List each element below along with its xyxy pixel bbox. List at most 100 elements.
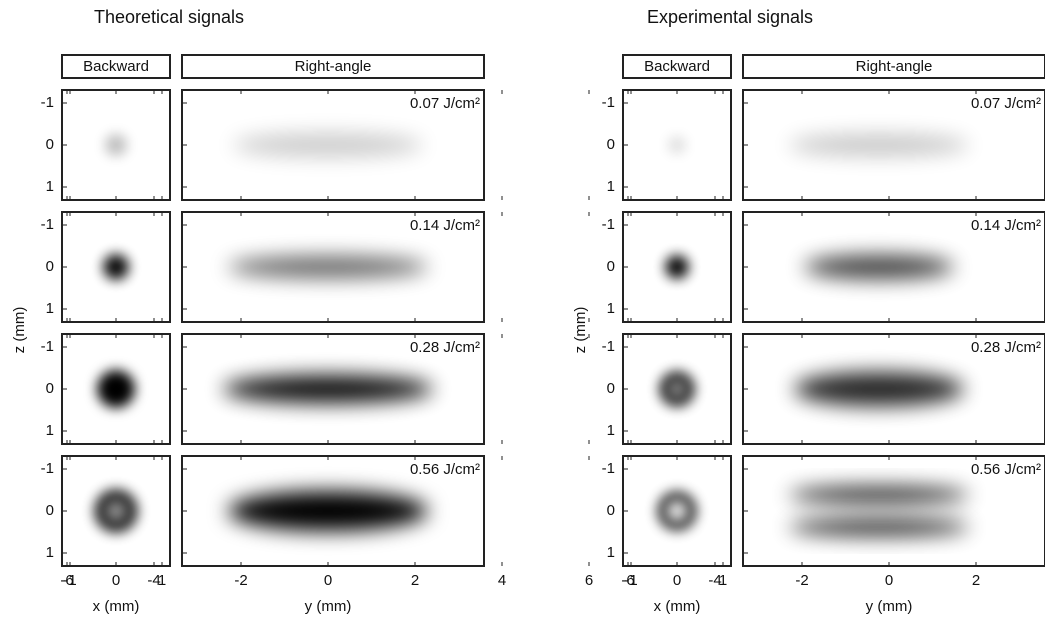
signal	[103, 254, 129, 280]
backward-image	[659, 371, 695, 407]
z-tick-label: 1	[46, 178, 54, 195]
z-tick-label: 0	[46, 136, 54, 153]
figure-title: Theoretical signals	[94, 7, 244, 27]
fluence-label: 0.28 J/cm²	[971, 339, 1041, 356]
z-tick-label: 0	[46, 502, 54, 519]
x-tick-label: 0	[673, 572, 681, 589]
backward-image	[668, 136, 686, 154]
y-tick-label: -4	[147, 572, 160, 589]
z-tick-label: 1	[46, 422, 54, 439]
x-tick-label: 1	[719, 572, 727, 589]
fluence-label: 0.07 J/cm²	[410, 95, 480, 112]
backward-image	[103, 254, 129, 280]
signal	[794, 372, 964, 406]
y-tick-label: 4	[498, 572, 506, 589]
z-tick-label: 0	[607, 136, 615, 153]
right-angle-image	[228, 491, 428, 531]
signal-hole	[666, 500, 688, 522]
signal	[804, 255, 954, 279]
z-tick-label: 0	[607, 502, 615, 519]
z-tick-label: 1	[607, 422, 615, 439]
x-tick-label: 0	[112, 572, 120, 589]
z-tick-label: 0	[46, 258, 54, 275]
signal	[789, 486, 969, 504]
x-tick-label: -1	[624, 572, 637, 589]
signal	[105, 134, 127, 156]
figure-title: Experimental signals	[647, 7, 813, 27]
header: Backward	[83, 58, 149, 75]
y-tick-label: -2	[234, 572, 247, 589]
fluence-label: 0.14 J/cm²	[971, 217, 1041, 234]
backward-image	[97, 370, 135, 408]
signal	[97, 370, 135, 408]
y-tick-label: 2	[972, 572, 980, 589]
z-tick-label: -1	[41, 216, 54, 233]
axis-label: z (mm)	[572, 307, 589, 354]
axis-label: y (mm)	[866, 598, 913, 615]
z-tick-label: 1	[607, 178, 615, 195]
fluence-label: 0.28 J/cm²	[410, 339, 480, 356]
y-tick-label: -6	[621, 572, 634, 589]
signal	[668, 136, 686, 154]
right-angle-image	[804, 255, 954, 279]
backward-image	[94, 489, 138, 533]
z-tick-label: -1	[41, 460, 54, 477]
signal	[223, 375, 433, 403]
axis-label: y (mm)	[305, 598, 352, 615]
y-tick-label: 6	[585, 572, 593, 589]
fluence-label: 0.14 J/cm²	[410, 217, 480, 234]
z-tick-label: -1	[602, 460, 615, 477]
y-tick-label: 0	[324, 572, 332, 589]
signal	[665, 255, 689, 279]
z-tick-label: -1	[602, 338, 615, 355]
axis-label: x (mm)	[93, 598, 140, 615]
right-angle-image	[794, 372, 964, 406]
signal	[233, 133, 423, 157]
axis-label: x (mm)	[654, 598, 701, 615]
z-tick-label: 1	[607, 300, 615, 317]
right-angle-image	[228, 256, 428, 278]
header-box	[742, 54, 1045, 79]
header: Right-angle	[856, 58, 933, 75]
signal	[228, 256, 428, 278]
header: Right-angle	[295, 58, 372, 75]
z-tick-label: 0	[46, 380, 54, 397]
fluence-label: 0.07 J/cm²	[971, 95, 1041, 112]
header: Backward	[644, 58, 710, 75]
z-tick-label: -1	[41, 338, 54, 355]
header-box	[181, 54, 485, 79]
signal-hole	[668, 380, 686, 398]
signal	[789, 518, 969, 536]
backward-image	[657, 491, 697, 531]
signal-hole	[106, 501, 126, 521]
backward-image	[105, 134, 127, 156]
x-tick-label: 1	[158, 572, 166, 589]
y-tick-label: -6	[60, 572, 73, 589]
right-angle-image	[789, 134, 969, 156]
z-tick-label: -1	[602, 94, 615, 111]
fluence-label: 0.56 J/cm²	[410, 461, 480, 478]
signal	[789, 134, 969, 156]
z-tick-label: -1	[602, 216, 615, 233]
z-tick-label: 0	[607, 258, 615, 275]
z-tick-label: 1	[607, 544, 615, 561]
x-tick-label: -1	[63, 572, 76, 589]
z-tick-label: 1	[46, 300, 54, 317]
z-tick-label: 1	[46, 544, 54, 561]
header-box	[622, 54, 732, 79]
y-tick-label: -2	[795, 572, 808, 589]
z-tick-label: 0	[607, 380, 615, 397]
right-angle-image	[789, 486, 969, 536]
header-box	[61, 54, 171, 79]
right-angle-image	[233, 133, 423, 157]
y-tick-label: 0	[885, 572, 893, 589]
axis-label: z (mm)	[11, 307, 28, 354]
backward-image	[665, 255, 689, 279]
right-angle-image	[223, 375, 433, 403]
y-tick-label: -4	[708, 572, 721, 589]
fluence-label: 0.56 J/cm²	[971, 461, 1041, 478]
y-tick-label: 2	[411, 572, 419, 589]
signal	[228, 491, 428, 531]
z-tick-label: -1	[41, 94, 54, 111]
